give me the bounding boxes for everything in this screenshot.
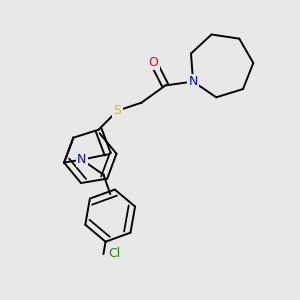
Text: N: N [188, 75, 198, 88]
Text: N: N [77, 153, 86, 166]
Text: Cl: Cl [109, 247, 121, 260]
Text: O: O [148, 56, 158, 69]
Text: S: S [114, 104, 122, 117]
